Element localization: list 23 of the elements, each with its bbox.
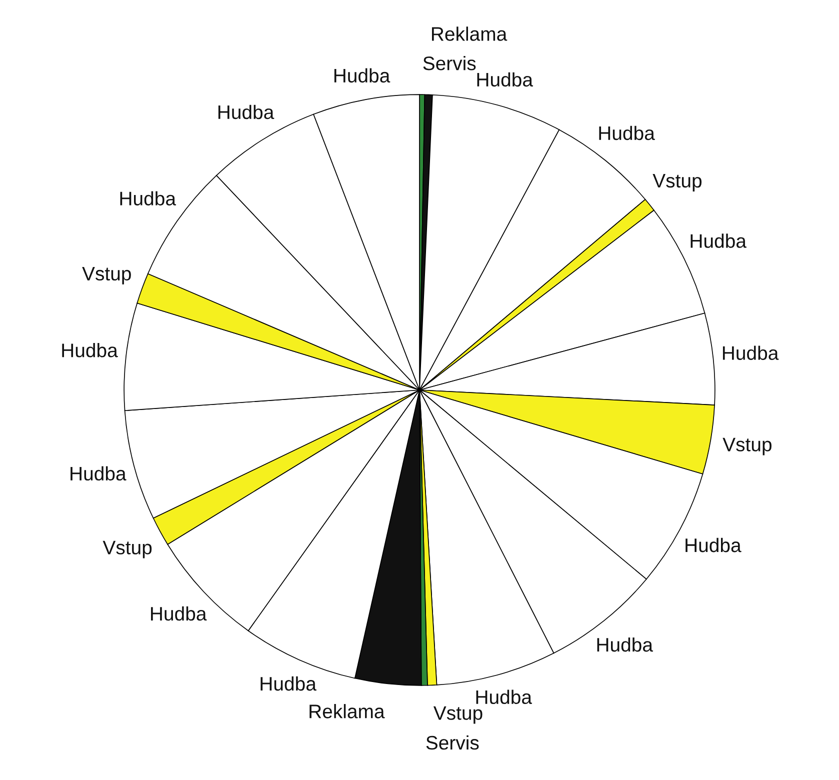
slice-label: Vstup <box>652 174 702 192</box>
slice-label: Hudba <box>477 72 533 87</box>
slice-label: Hudba <box>599 126 655 140</box>
slice-label: Servis <box>426 735 479 750</box>
slice-label: Hudba <box>334 68 390 83</box>
slice-label: Hudba <box>690 234 746 248</box>
slice-label: Vstup <box>82 266 131 284</box>
slice-label: Hudba <box>62 343 118 358</box>
slice-label: Hudba <box>722 346 779 360</box>
slice-label: Vstup <box>433 706 482 724</box>
slice-label: Hudba <box>597 637 653 652</box>
slice-label: Reklama <box>310 704 385 718</box>
slice-label: Servis <box>423 56 476 70</box>
slice-label: Hudba <box>70 466 126 481</box>
slice-label: Reklama <box>432 26 508 41</box>
slice-label: Hudba <box>260 676 316 691</box>
slice-label: Hudba <box>218 104 274 120</box>
slice-label: Vstup <box>722 438 772 456</box>
slice-label: Vstup <box>102 540 152 558</box>
slice-label: Hudba <box>120 191 176 206</box>
slice-label: Hudba <box>476 690 532 704</box>
slice-label: Hudba <box>151 606 207 621</box>
slice-label: Hudba <box>686 538 742 552</box>
